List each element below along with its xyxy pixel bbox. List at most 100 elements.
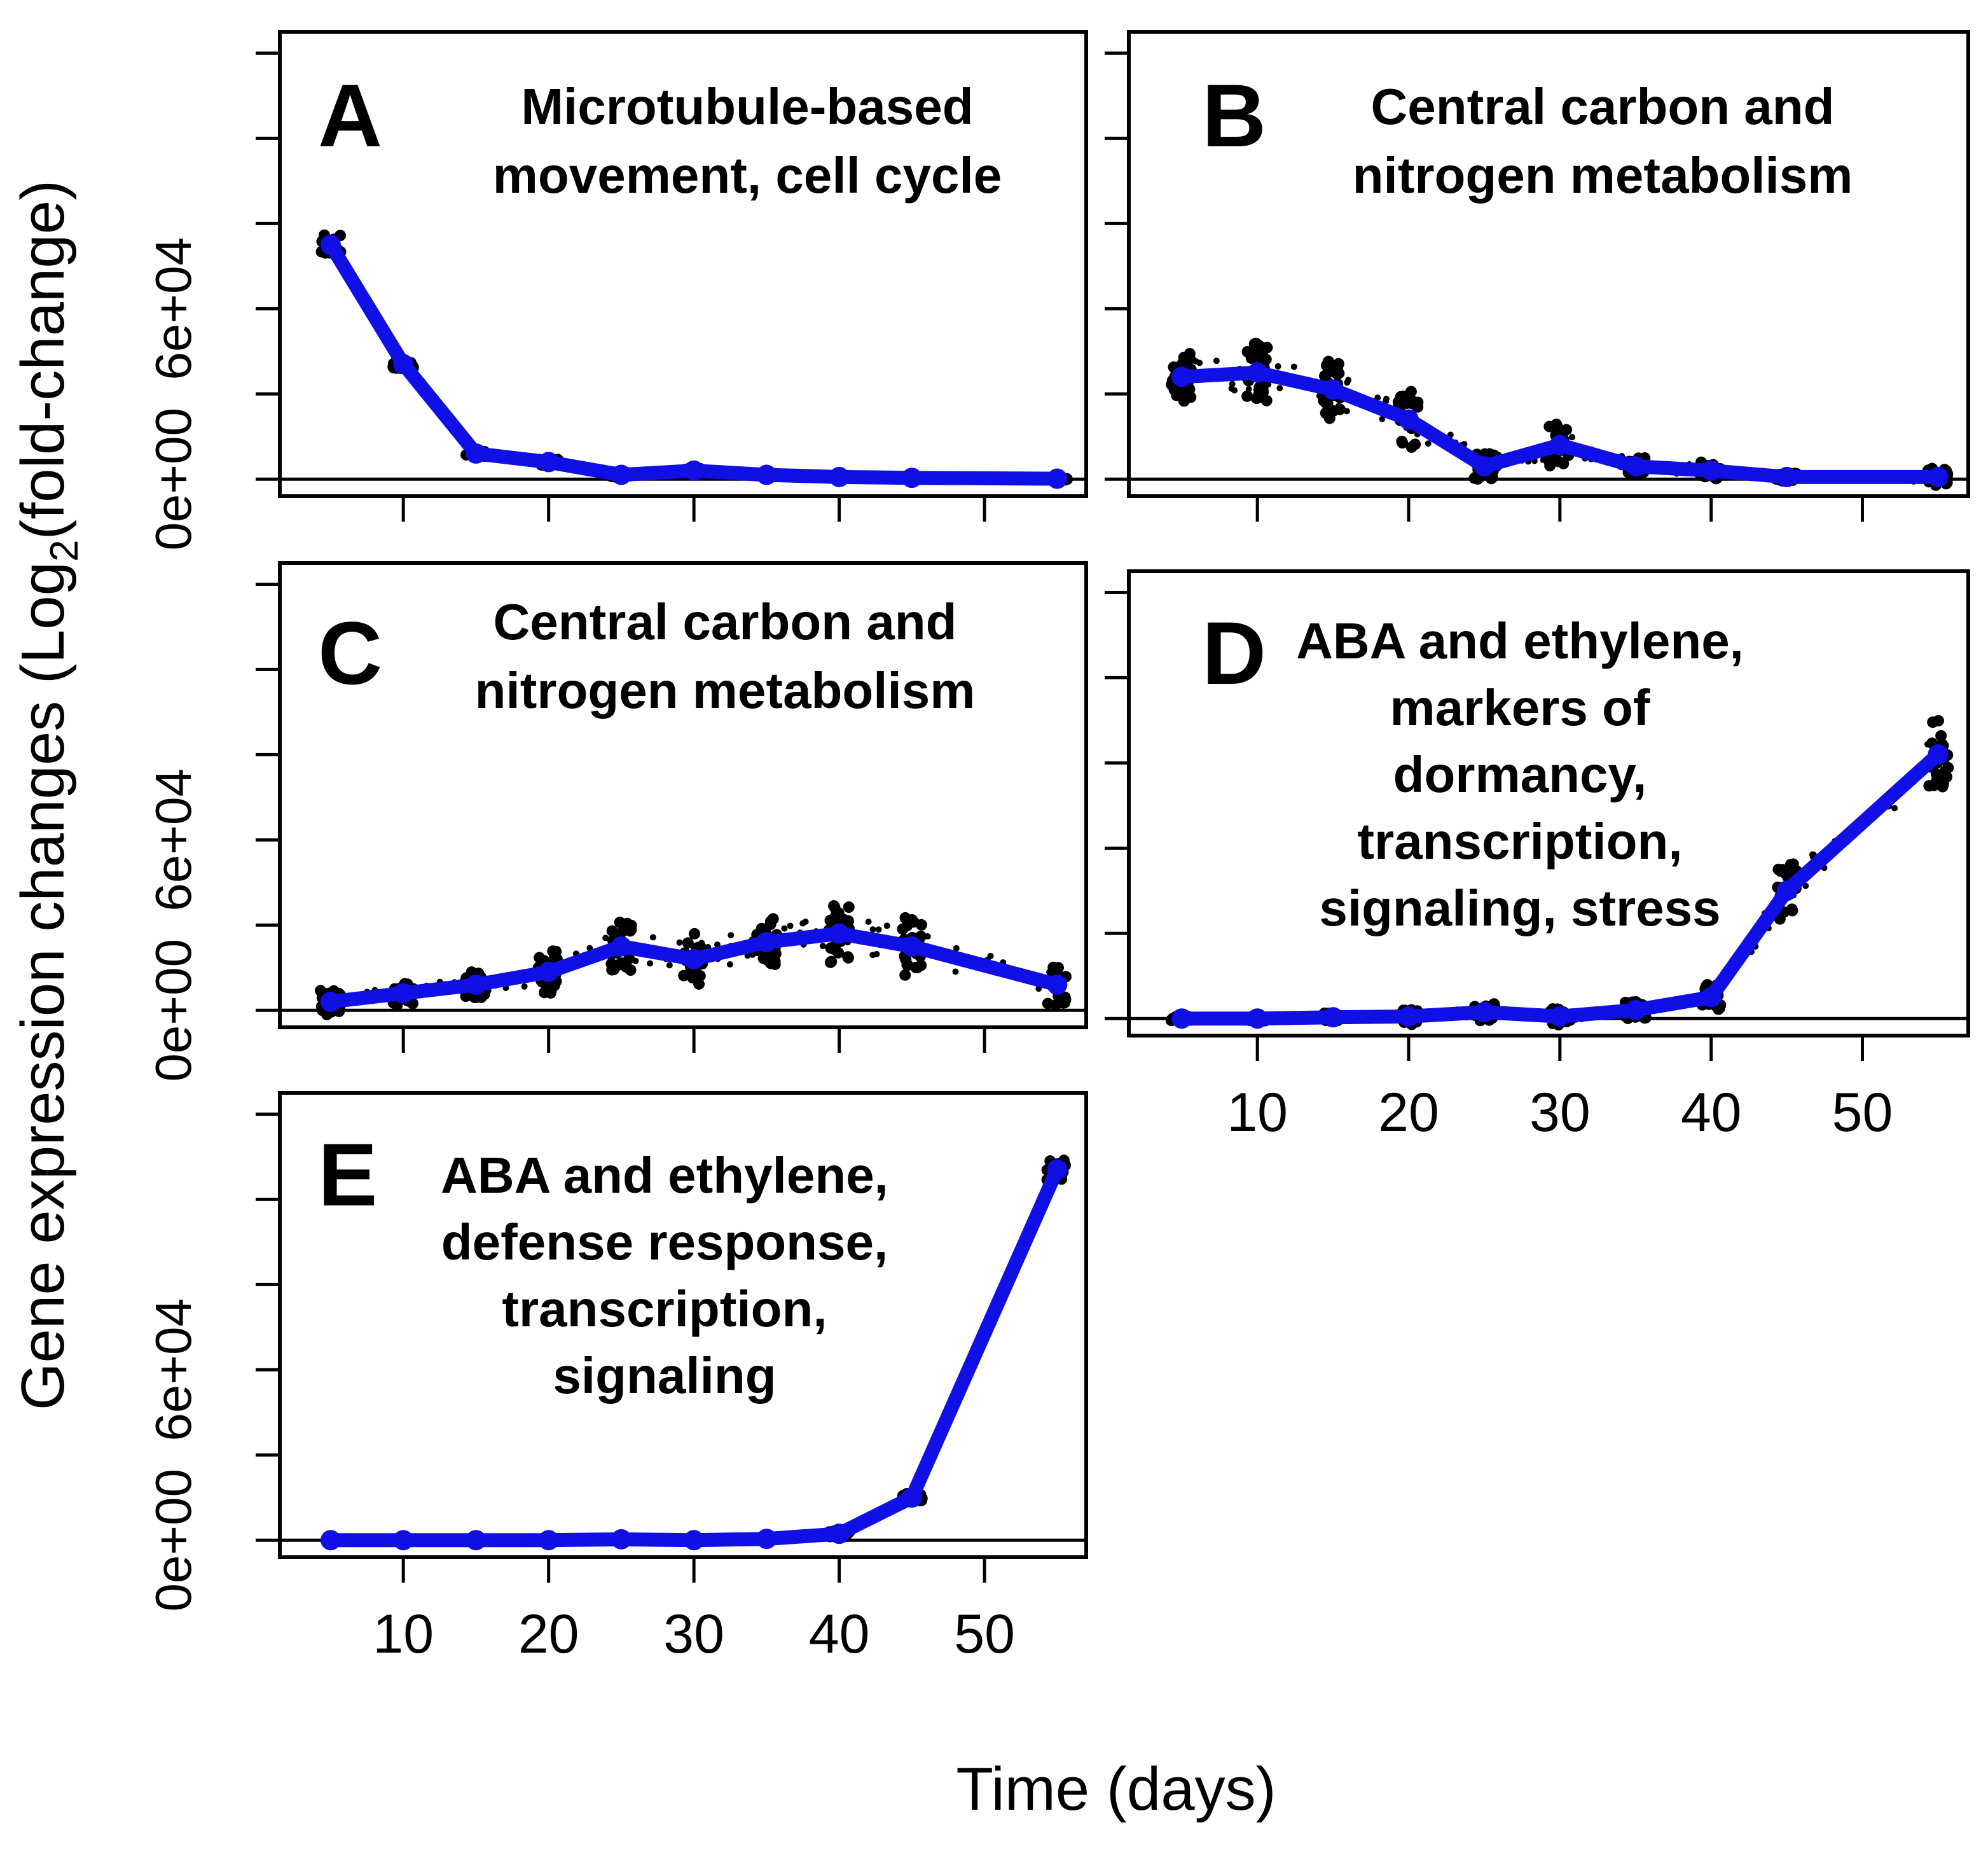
gene-point	[1318, 395, 1330, 407]
mean-profile-point	[901, 468, 922, 489]
gene-point	[1262, 387, 1269, 394]
panel-title-line: markers of	[1390, 679, 1650, 736]
mean-profile-point	[829, 923, 850, 944]
gene-point	[1407, 396, 1419, 408]
mean-profile-point	[1928, 466, 1949, 487]
gene-point	[550, 945, 562, 957]
panel-letter: E	[318, 1125, 377, 1225]
gene-point	[1213, 357, 1220, 364]
gene-point	[952, 968, 959, 975]
mean-profile-point	[1928, 744, 1949, 765]
mean-profile-line	[323, 926, 1065, 1009]
gene-point	[781, 925, 788, 932]
mean-profile-line	[1175, 365, 1945, 484]
gene-point	[1809, 851, 1816, 858]
gene-point	[1405, 441, 1418, 453]
gene-point	[1258, 342, 1270, 354]
mean-profile-point	[684, 948, 705, 969]
mean-profile-point	[1398, 409, 1419, 430]
mean-profile-point	[466, 443, 487, 464]
gene-point	[1182, 355, 1194, 367]
mean-profile-point	[1047, 975, 1068, 996]
gene-point	[883, 922, 890, 929]
gene-point	[899, 969, 911, 981]
mean-profile-point	[1474, 456, 1494, 477]
gene-point	[799, 920, 806, 927]
panel-a: 0e+00 6e+04 A Microtubule-based movement, ce…	[145, 30, 1088, 551]
gene-point	[915, 919, 927, 931]
gene-point	[1196, 359, 1203, 366]
mean-profile-point	[756, 1529, 777, 1550]
y-tick-label: 6e+04	[145, 237, 202, 380]
gene-point	[1245, 352, 1257, 364]
mean-profile-point	[829, 1523, 850, 1544]
x-tick-label: 10	[1227, 1082, 1288, 1143]
gene-point	[838, 913, 850, 926]
mean-profile-point	[1047, 1159, 1068, 1180]
gene-point	[624, 925, 636, 937]
gene-scatter	[1166, 337, 1954, 491]
gene-point	[910, 961, 922, 973]
gene-point	[1276, 385, 1283, 392]
gene-point	[1396, 435, 1408, 447]
mean-profile-point	[901, 936, 922, 957]
gene-point	[1231, 387, 1238, 394]
y-axis-title-main: Gene expression changes (Log	[9, 562, 77, 1410]
mean-profile-point	[1625, 456, 1646, 477]
x-tick-label: 40	[1681, 1082, 1742, 1143]
panel-d: 10 20 30 40 50 D ABA and ethylene, markers of do…	[1105, 569, 1970, 1143]
y-axis-title-subscript: 2	[43, 539, 86, 561]
gene-point	[1274, 363, 1281, 370]
gene-point	[605, 958, 618, 970]
mean-profile-line	[323, 1162, 1065, 1548]
gene-point	[1336, 403, 1343, 410]
mean-profile-point	[1323, 379, 1344, 400]
gene-point	[1561, 424, 1573, 436]
mean-profile-point	[393, 983, 414, 1004]
mean-profile-point	[1625, 999, 1646, 1020]
mean-profile-point	[1047, 468, 1068, 489]
mean-profile-point	[538, 961, 559, 982]
gene-point	[829, 901, 841, 913]
gene-point	[1927, 716, 1939, 728]
x-tick-label: 20	[1378, 1082, 1439, 1143]
gene-point	[1344, 377, 1351, 384]
gene-point	[787, 922, 794, 929]
mean-profile-point	[611, 1529, 632, 1550]
panel-frame	[1127, 30, 1970, 498]
gene-point	[602, 934, 609, 941]
mean-profile-point	[901, 1487, 922, 1508]
mean-profile-point	[393, 354, 414, 375]
gene-point	[545, 985, 557, 997]
gene-point	[647, 960, 654, 967]
mean-profile-point	[684, 1530, 705, 1551]
gene-point	[1255, 357, 1262, 364]
gene-point	[1425, 440, 1432, 447]
mean-profile-point	[320, 234, 341, 255]
gene-point	[1322, 356, 1334, 368]
mean-profile-point	[829, 466, 850, 487]
x-tick-label: 10	[373, 1604, 434, 1665]
gene-point	[649, 934, 656, 941]
panel-letter: D	[1202, 603, 1266, 703]
gene-point	[1251, 392, 1263, 405]
gene-point	[1379, 415, 1386, 422]
x-axis-title: Time (days)	[956, 1755, 1276, 1823]
gene-point	[1397, 391, 1409, 403]
gene-point	[666, 962, 673, 969]
gene-point	[1241, 390, 1253, 402]
mean-profile-line	[323, 237, 1065, 486]
y-tick-label: 6e+04	[145, 1298, 202, 1441]
gene-point	[869, 926, 876, 933]
gene-point	[1891, 805, 1898, 812]
panel-letter: A	[318, 66, 382, 165]
x-tick-label: 30	[1529, 1082, 1591, 1143]
gene-point	[521, 983, 528, 990]
mean-profile-point	[466, 1530, 487, 1551]
panel-title-line: Central carbon and	[493, 593, 956, 650]
mean-profile-point	[611, 464, 632, 485]
mean-profile-point	[1323, 1007, 1344, 1028]
y-axis-title-suffix: (fold-change)	[9, 180, 77, 540]
gene-point	[924, 933, 931, 940]
